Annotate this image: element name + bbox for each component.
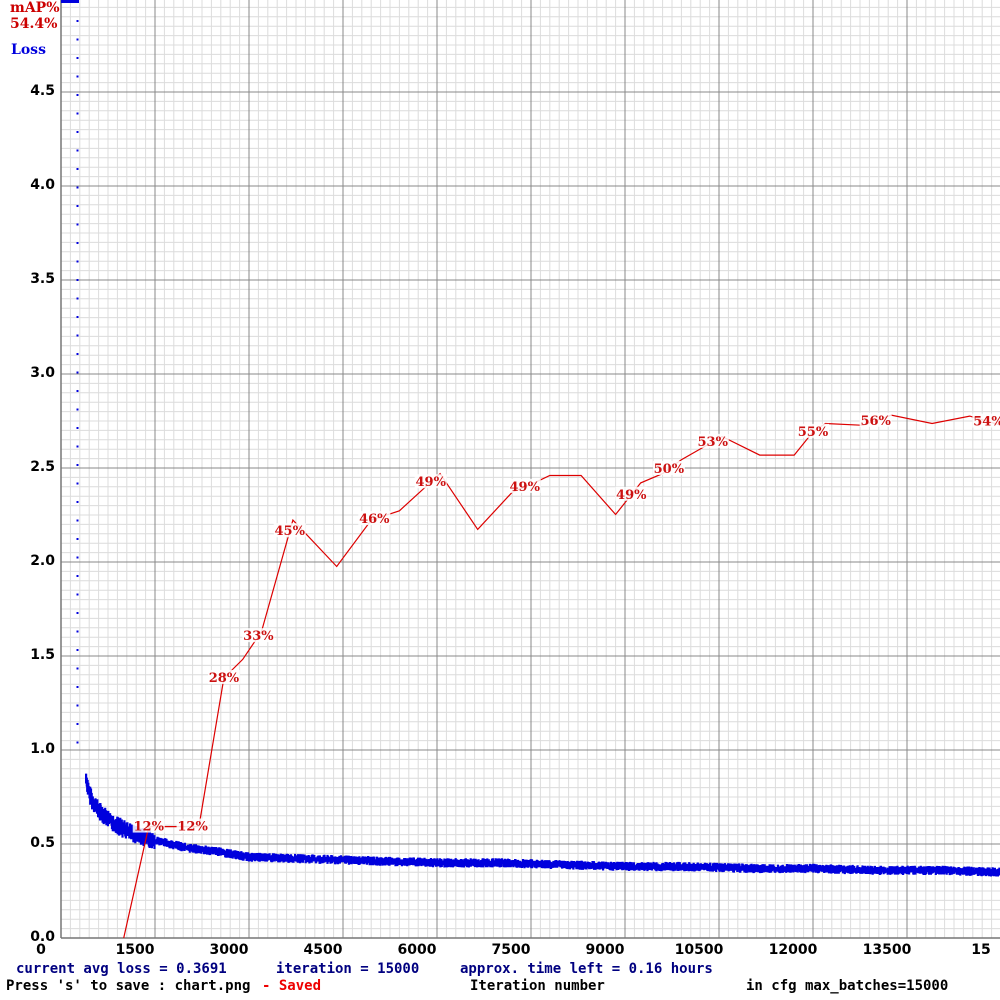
map-point-label: 54% — [973, 415, 1000, 430]
map-point-label: 46% — [359, 512, 390, 527]
map-point-label: 49% — [616, 488, 647, 503]
map-point-label: 12% — [134, 820, 165, 835]
avg-loss-text: current avg loss = 0.3691 — [16, 961, 227, 977]
map-legend-value: 54.4% — [10, 16, 58, 32]
x-axis-label: Iteration number — [470, 978, 605, 994]
x-tick-label: 4500 — [303, 942, 343, 958]
map-point-label: 49% — [416, 475, 447, 490]
map-labels: 12% 12% 28% 33% 45% 46% 49% 49% 49% 50% 53% 55% 56% 5… — [132, 412, 1000, 835]
y-tick-label: 4.0 — [30, 177, 55, 193]
map-legend-label: mAP% — [10, 0, 60, 16]
x-tick-label: 0 — [36, 942, 46, 958]
max-batches-text: in cfg max_batches=15000 — [746, 978, 949, 994]
x-tick-label: 3000 — [209, 942, 249, 958]
x-tick-label: 15 — [971, 942, 991, 958]
y-tick-label: 3.5 — [30, 271, 55, 287]
x-tick-label: 1500 — [115, 942, 155, 958]
iteration-text: iteration = 15000 — [276, 961, 420, 977]
saved-text: - Saved — [262, 978, 322, 994]
y-tick-label: 0.0 — [30, 929, 55, 945]
x-tick-label: 7500 — [491, 942, 531, 958]
x-tick-label: 6000 — [397, 942, 437, 958]
y-tick-label: 1.0 — [30, 741, 55, 757]
x-tick-label: 13500 — [862, 942, 912, 958]
x-tick-label: 10500 — [674, 942, 724, 958]
map-point-label: 55% — [798, 425, 829, 440]
y-tick-label: 0.5 — [30, 835, 55, 851]
map-point-label: 53% — [698, 435, 729, 450]
x-tick-label: 9000 — [585, 942, 625, 958]
y-tick-label: 3.0 — [30, 365, 55, 381]
map-point-label: 49% — [510, 480, 541, 495]
time-left-text: approx. time left = 0.16 hours — [460, 961, 713, 977]
y-tick-label: 1.5 — [30, 647, 55, 663]
save-hint-text: Press 's' to save : chart.png — [6, 978, 251, 994]
loss-series — [61, 0, 1000, 877]
y-tick-label: 2.0 — [30, 553, 55, 569]
y-tick-label: 2.5 — [30, 459, 55, 475]
map-point-label: 33% — [243, 629, 274, 644]
loss-legend-label: Loss — [11, 42, 46, 58]
map-point-label: 50% — [654, 462, 685, 477]
map-point-label: 28% — [209, 671, 240, 686]
map-point-label: 45% — [275, 524, 306, 539]
y-tick-label: 4.5 — [30, 83, 55, 99]
major-grid — [61, 0, 1000, 938]
x-tick-label: 12000 — [768, 942, 818, 958]
map-point-label: 56% — [860, 414, 891, 429]
map-point-label: 12% — [177, 820, 208, 835]
